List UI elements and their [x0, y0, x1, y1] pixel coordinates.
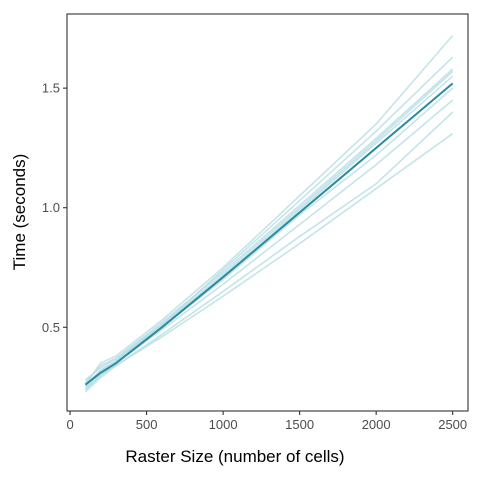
replicate-line-3 [84, 68, 454, 381]
x-tick-label: 2500 [438, 417, 467, 432]
x-axis-title: Raster Size (number of cells) [125, 447, 344, 466]
x-tick-label: 1000 [209, 417, 238, 432]
replicate-line-1 [84, 34, 454, 386]
x-tick-label: 2000 [362, 417, 391, 432]
y-tick-label: 0.5 [42, 320, 60, 335]
y-tick-label: 1.5 [42, 81, 60, 96]
x-tick-label: 0 [66, 417, 73, 432]
series-layer [84, 34, 454, 393]
x-tick-label: 500 [136, 417, 158, 432]
x-tick-label: 1500 [285, 417, 314, 432]
replicate-line-9 [84, 132, 454, 391]
x-axis: 0 500 1000 1500 2000 2500 [66, 411, 467, 432]
mean-line [84, 82, 454, 386]
y-tick-label: 1.0 [42, 200, 60, 215]
y-axis-title: Time (seconds) [10, 154, 29, 271]
replicate-line-8 [84, 111, 454, 393]
y-axis: 0.5 1.0 1.5 [42, 81, 67, 335]
